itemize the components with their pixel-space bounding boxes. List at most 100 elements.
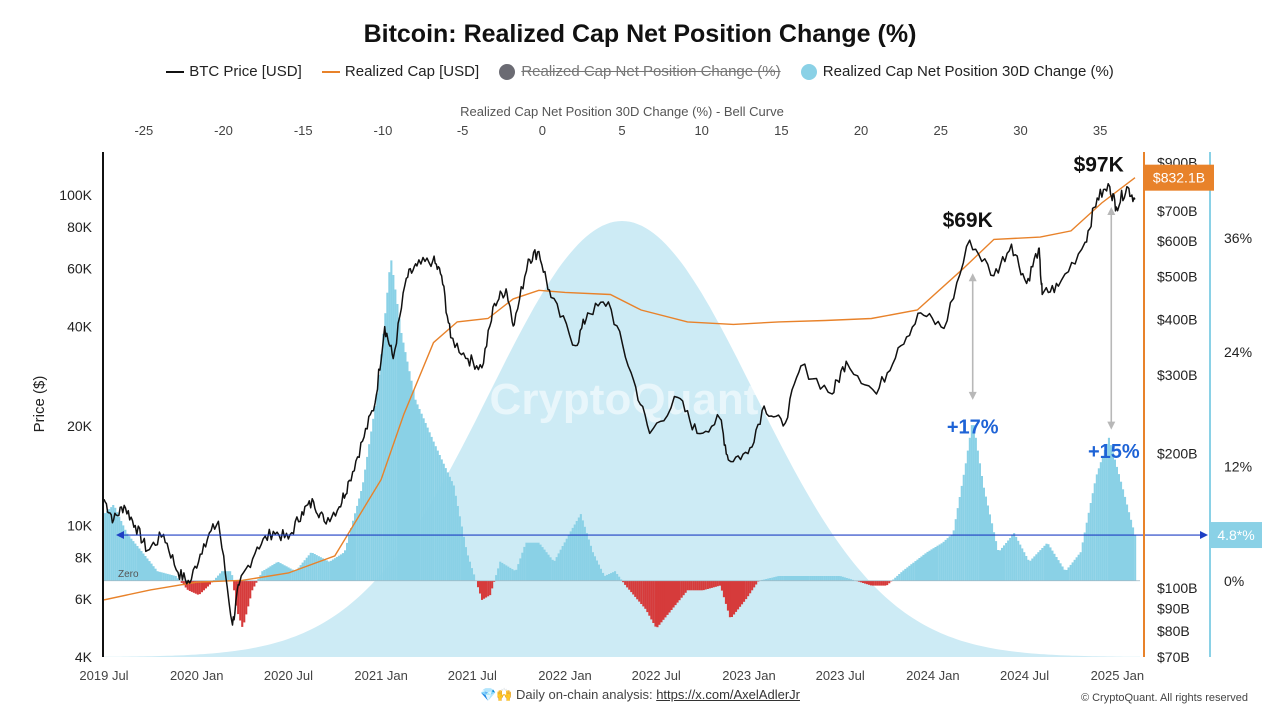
footer-link[interactable]: https://x.com/AxelAdlerJr	[656, 687, 800, 702]
positive-bar	[404, 352, 407, 581]
positive-bar	[614, 571, 617, 581]
positive-bar	[954, 519, 957, 581]
top-tick-label: 25	[934, 123, 948, 138]
positive-bar	[392, 275, 395, 581]
legend-btc-price[interactable]: BTC Price [USD]	[166, 63, 302, 80]
negative-bar	[487, 580, 490, 597]
positive-bar	[904, 568, 907, 581]
negative-bar	[739, 580, 742, 607]
positive-bar	[418, 409, 421, 581]
positive-bar	[263, 570, 266, 581]
positive-bar	[547, 554, 550, 581]
positive-bar	[503, 564, 506, 581]
positive-bar	[1077, 554, 1080, 581]
positive-bar	[122, 525, 125, 581]
positive-bar	[932, 548, 935, 581]
negative-bar	[636, 580, 639, 600]
pct-tick-label: 24%	[1224, 344, 1252, 360]
positive-bar	[914, 561, 917, 581]
positive-bar	[370, 431, 373, 581]
positive-bar	[398, 318, 401, 581]
positive-bar	[140, 551, 143, 581]
cap-tick-label: $700B	[1157, 203, 1197, 219]
negative-bar	[716, 580, 719, 587]
positive-bar	[277, 562, 280, 581]
positive-bar	[352, 520, 355, 581]
negative-bar	[241, 580, 244, 627]
positive-bar	[1005, 543, 1008, 581]
left-tick-label: 80K	[67, 219, 93, 235]
positive-bar	[354, 513, 357, 581]
top-tick-label: -5	[457, 123, 469, 138]
positive-bar	[317, 556, 320, 581]
positive-bar	[138, 548, 141, 581]
positive-bar	[1001, 547, 1004, 581]
legend-net-position-change[interactable]: Realized Cap Net Position Change (%)	[499, 63, 781, 80]
negative-bar	[872, 580, 875, 586]
positive-bar	[176, 578, 179, 581]
legend: BTC Price [USD] Realized Cap [USD] Reali…	[0, 62, 1280, 80]
positive-bar	[948, 536, 951, 581]
positive-bar	[156, 571, 159, 581]
net-position-bars	[104, 260, 1137, 628]
x-tick-label: 2021 Jan	[354, 668, 408, 683]
positive-bar	[1045, 543, 1048, 581]
line-swatch-icon	[166, 70, 185, 73]
positive-bar	[335, 557, 338, 581]
positive-bar	[1093, 483, 1096, 581]
left-tick-label: 10K	[67, 518, 93, 534]
positive-bar	[1085, 522, 1088, 581]
positive-bar	[595, 560, 598, 581]
reference-arrow-left	[116, 531, 124, 540]
positive-bar	[1071, 562, 1074, 581]
positive-bar	[533, 542, 536, 581]
positive-bar	[1013, 533, 1016, 581]
legend-realized-cap[interactable]: Realized Cap [USD]	[321, 63, 479, 80]
positive-bar	[1067, 567, 1070, 581]
positive-bar	[551, 559, 554, 581]
positive-bar	[150, 563, 153, 581]
negative-bar	[712, 580, 715, 588]
positive-bar	[573, 524, 576, 581]
positive-bar	[1113, 459, 1116, 581]
negative-bar	[870, 580, 873, 586]
positive-bar	[843, 577, 846, 581]
positive-bar	[269, 566, 272, 581]
negative-bar	[692, 580, 695, 591]
positive-bar	[771, 577, 774, 581]
positive-bar	[333, 558, 336, 581]
x-tick-label: 2019 Jul	[79, 668, 128, 683]
top-axis-label: Realized Cap Net Position 30D Change (%)…	[460, 104, 784, 119]
positive-bar	[396, 304, 399, 581]
positive-bar	[1047, 544, 1050, 581]
positive-bar	[321, 558, 324, 581]
positive-bar	[106, 511, 109, 581]
negative-bar	[741, 580, 744, 605]
positive-bar	[999, 550, 1002, 581]
negative-bar	[702, 580, 705, 591]
positive-bar	[602, 572, 605, 581]
positive-bar	[851, 579, 854, 581]
positive-bar	[108, 509, 111, 581]
positive-bar	[134, 543, 137, 581]
negative-bar	[706, 580, 709, 589]
positive-bar	[908, 565, 911, 581]
positive-bar	[964, 463, 967, 581]
positive-bar	[928, 550, 931, 581]
positive-bar	[154, 568, 157, 581]
legend-net-position-30d[interactable]: Realized Cap Net Position 30D Change (%)	[800, 63, 1114, 80]
negative-bar	[700, 580, 703, 591]
negative-bar	[722, 580, 725, 598]
positive-bar	[589, 545, 592, 581]
negative-bar	[489, 580, 492, 596]
positive-bar	[329, 560, 332, 581]
positive-bar	[368, 444, 371, 581]
positive-bar	[525, 542, 528, 581]
negative-bar	[249, 580, 252, 599]
positive-bar	[900, 572, 903, 581]
positive-bar	[587, 539, 590, 581]
positive-bar	[104, 513, 107, 581]
positive-bar	[1101, 456, 1104, 581]
positive-bar	[763, 579, 766, 581]
positive-bar	[160, 572, 163, 581]
